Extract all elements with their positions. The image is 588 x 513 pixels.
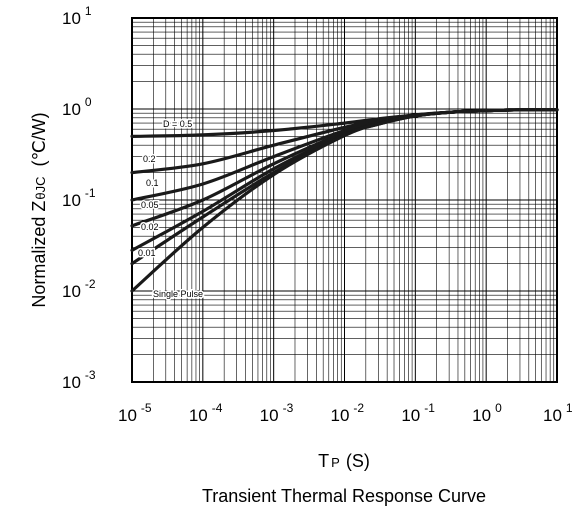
x-tick-label-6: 10 1 (543, 401, 573, 425)
series-label-5: 0.01 (138, 248, 156, 258)
x-axis-label-main: T (318, 451, 329, 471)
x-tick-label-1: 10 -4 (189, 401, 223, 425)
x-tick-label-3: 10 -2 (331, 401, 365, 425)
curves (130, 108, 559, 293)
series-label-1: 0.2 (143, 154, 156, 164)
y-axis-label-main: Normalized Z (29, 201, 49, 308)
y-tick-label-0: 10 -3 (62, 368, 96, 392)
chart-caption: Transient Thermal Response Curve (202, 486, 486, 506)
series-label-4: 0.02 (141, 222, 159, 232)
x-tick-label-4: 10 -1 (401, 401, 435, 425)
x-axis-label-sub: P (331, 455, 340, 470)
x-axis-label-unit: (S) (346, 451, 370, 471)
series-label-3: 0.05 (141, 200, 159, 210)
series-line-6 (130, 108, 559, 293)
y-axis-label: Normalized ZθJC (℃/W) (29, 112, 49, 307)
series-label-2: 0.1 (146, 178, 159, 188)
y-tick-label-2: 10 -1 (62, 186, 96, 210)
x-tick-label-5: 10 0 (472, 401, 502, 425)
x-tick-labels: 10 -5 10 -4 10 -3 10 -2 10 -1 10 0 10 1 (118, 401, 573, 425)
y-tick-label-4: 10 1 (62, 4, 92, 28)
y-axis-label-sub: θJC (33, 177, 48, 200)
x-tick-label-2: 10 -3 (260, 401, 294, 425)
y-tick-label-3: 10 0 (62, 95, 92, 119)
curve-labels: D = 0.5 0.2 0.1 0.05 0.02 0.01 Single Pulse (137, 118, 205, 301)
x-axis-label: T P (S) (318, 451, 370, 471)
series-label-6: Single Pulse (153, 289, 203, 299)
series-label-0: D = 0.5 (163, 119, 192, 129)
y-tick-label-1: 10 -2 (62, 277, 96, 301)
x-tick-label-0: 10 -5 (118, 401, 152, 425)
grid (131, 17, 558, 383)
y-axis-label-unit: (℃/W) (29, 112, 49, 166)
